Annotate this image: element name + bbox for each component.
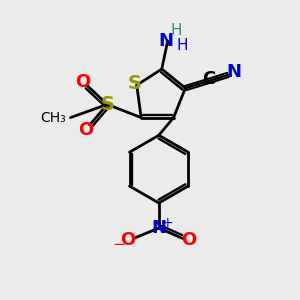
Text: H: H xyxy=(171,23,182,38)
Text: N: N xyxy=(151,219,166,237)
Text: CH₃: CH₃ xyxy=(40,111,66,124)
Text: O: O xyxy=(120,231,135,249)
Text: N: N xyxy=(159,32,174,50)
Text: S: S xyxy=(128,74,141,93)
Text: N: N xyxy=(226,63,242,81)
Text: O: O xyxy=(79,121,94,139)
Text: S: S xyxy=(100,95,114,114)
Text: +: + xyxy=(161,216,173,230)
Text: O: O xyxy=(76,73,91,91)
Text: O: O xyxy=(181,231,196,249)
Text: −: − xyxy=(112,237,125,252)
Text: H: H xyxy=(176,38,188,53)
Text: C: C xyxy=(202,70,215,88)
